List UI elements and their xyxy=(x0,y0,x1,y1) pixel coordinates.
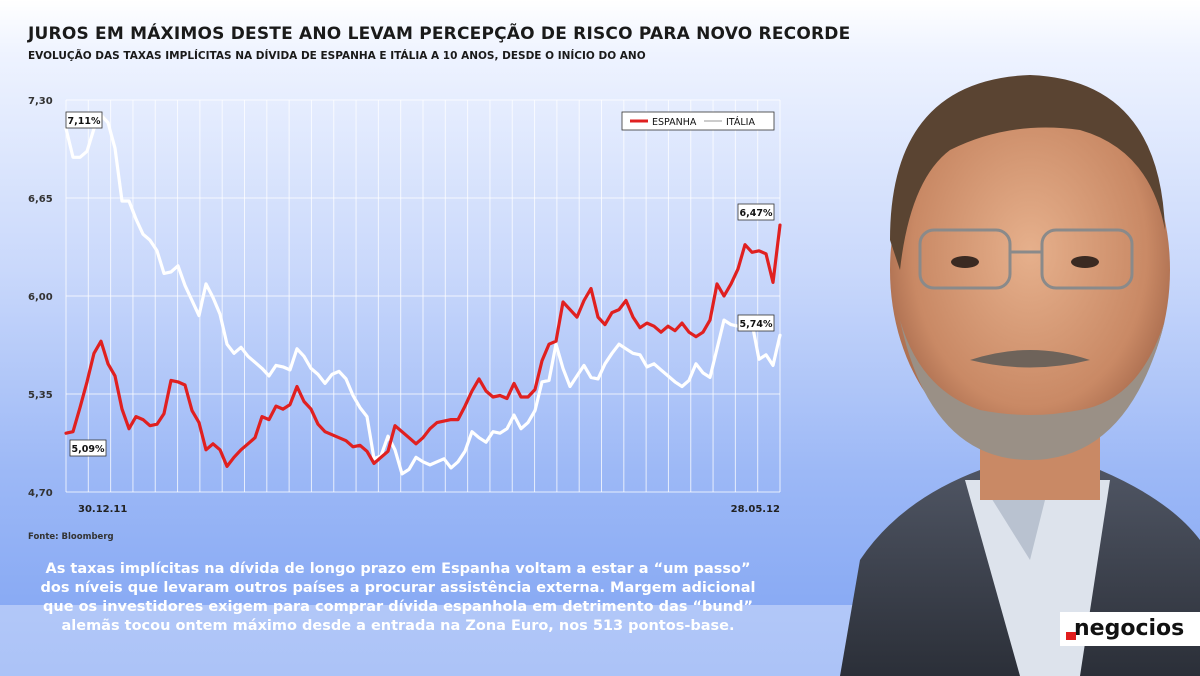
x-tick-label: 28.05.12 xyxy=(731,504,780,515)
portrait-photo xyxy=(840,75,1200,676)
caption-line: dos níveis que levaram outros países a p… xyxy=(40,580,756,596)
caption-text: As taxas implícitas na dívida de longo p… xyxy=(28,560,768,636)
brand-red-mark xyxy=(1066,632,1076,640)
chart-title: JUROS EM MÁXIMOS DESTE ANO LEVAM PERCEPÇ… xyxy=(28,24,851,44)
brand-logo: negocios xyxy=(1060,612,1200,646)
annotation-label: 5,74% xyxy=(740,319,773,330)
series-line-italia xyxy=(64,113,782,476)
y-tick-label: 6,65 xyxy=(28,194,53,205)
legend-label: ESPANHA xyxy=(652,117,697,128)
chart-source: Fonte: Bloomberg xyxy=(28,532,114,542)
annotation-box xyxy=(737,314,775,332)
caption-line: que os investidores exigem para comprar … xyxy=(43,599,753,615)
annotation-box xyxy=(69,439,107,457)
annotation-label: 5,09% xyxy=(72,444,105,455)
legend-box xyxy=(621,111,775,131)
x-tick-label: 30.12.11 xyxy=(78,504,127,515)
annotation-label: 7,11% xyxy=(68,116,101,127)
caption-line: alemãs tocou ontem máximo desde a entrad… xyxy=(61,618,735,634)
caption-line: As taxas implícitas na dívida de longo p… xyxy=(45,561,751,577)
line-chart: 7,30 6,65 6,00 5,35 4,70 30.12.11 28.05.12 7,11… xyxy=(28,96,782,515)
y-tick-label: 4,70 xyxy=(28,488,53,499)
chart-subtitle: EVOLUÇÃO DAS TAXAS IMPLÍCITAS NA DÍVIDA … xyxy=(28,50,646,62)
y-tick-label: 6,00 xyxy=(28,292,53,303)
series-line-espanha xyxy=(64,223,782,468)
annotation-box xyxy=(737,203,775,221)
brand-name: negocios xyxy=(1074,616,1185,641)
y-tick-label: 5,35 xyxy=(28,390,53,401)
annotation-label: 6,47% xyxy=(740,208,773,219)
y-tick-label: 7,30 xyxy=(28,96,53,107)
annotation-box xyxy=(65,111,103,129)
legend-label: ITÁLIA xyxy=(726,116,755,128)
